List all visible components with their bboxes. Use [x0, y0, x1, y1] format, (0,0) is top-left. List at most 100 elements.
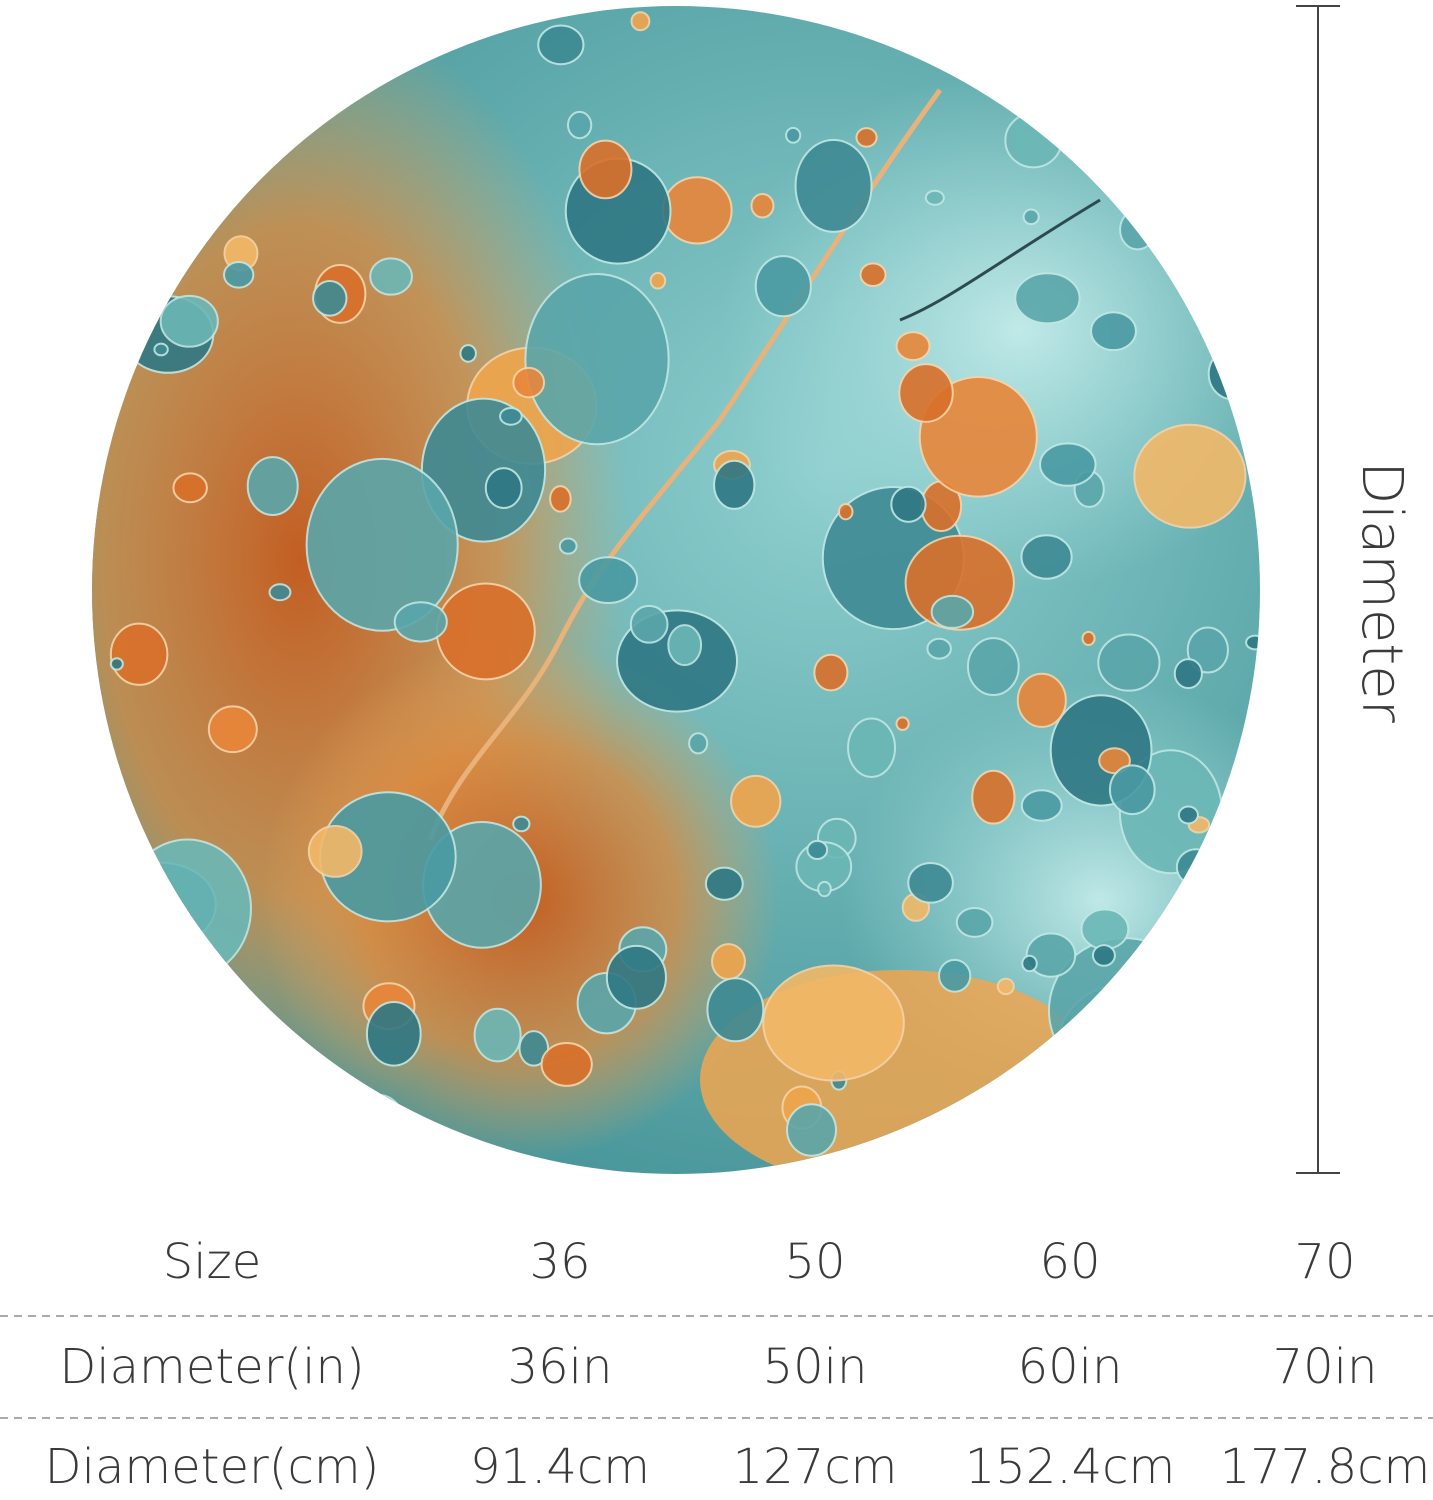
- art-cell: [512, 366, 546, 399]
- size-table: Size 36 50 60 70 Diameter(in) 36in 50in 60in 70in…: [45, 1234, 1431, 1495]
- art-vein: [899, 198, 1101, 322]
- art-vein: [427, 88, 943, 841]
- art-cell: [518, 1030, 550, 1067]
- table-cell: 36in: [508, 1339, 613, 1395]
- art-cell: [365, 1000, 422, 1067]
- art-cell: [1039, 442, 1097, 487]
- art-cell: [837, 503, 854, 521]
- art-cell: [211, 1064, 245, 1090]
- art-cell: [713, 459, 756, 510]
- art-cell: [435, 582, 536, 681]
- table-cell: 50in: [763, 1339, 868, 1395]
- art-cell: [1235, 93, 1260, 120]
- art-cell: [159, 294, 219, 348]
- art-cell: [153, 342, 169, 357]
- marble-artwork: [92, 6, 1260, 1174]
- art-cell: [630, 11, 651, 32]
- art-cell: [1097, 633, 1161, 692]
- art-cell: [223, 261, 255, 289]
- art-cell: [750, 192, 775, 219]
- art-cell: [92, 955, 130, 1007]
- art-cell: [524, 272, 670, 446]
- art-cell: [172, 472, 208, 504]
- art-cell: [605, 944, 667, 1010]
- art-cell: [1121, 43, 1187, 123]
- art-cell: [730, 774, 782, 828]
- art-cell: [287, 1107, 344, 1162]
- art-cell: [855, 127, 878, 148]
- art-cell: [1244, 51, 1260, 75]
- art-cell: [311, 37, 349, 71]
- art-cell: [891, 1124, 947, 1172]
- art-cell: [813, 653, 849, 692]
- table-cell: 177.8cm: [1220, 1439, 1431, 1495]
- table-cell: 127cm: [733, 1439, 898, 1495]
- art-cell: [393, 601, 448, 643]
- art-cell: [99, 294, 125, 317]
- art-cell: [806, 839, 829, 861]
- art-cell: [284, 96, 312, 124]
- art-cell: [499, 406, 523, 426]
- art-cell: [537, 24, 585, 66]
- art-cell: [1186, 626, 1229, 674]
- art-cell: [347, 1093, 407, 1157]
- table-cell: 70: [1294, 1234, 1355, 1290]
- row-header: Diameter(in): [59, 1339, 364, 1395]
- art-cell: [955, 906, 994, 938]
- art-cell: [459, 344, 477, 363]
- art-cell: [234, 1039, 320, 1130]
- art-cell: [898, 363, 954, 423]
- art-cell: [1021, 954, 1038, 973]
- art-cell: [786, 1103, 838, 1157]
- art-cell: [1207, 347, 1258, 401]
- art-cell: [1175, 848, 1217, 887]
- art-cell: [1014, 272, 1081, 325]
- art-cell: [305, 22, 348, 72]
- art-cell: [540, 1041, 593, 1087]
- art-cell: [566, 110, 593, 140]
- art-cell: [305, 457, 459, 632]
- art-cell: [1020, 534, 1073, 580]
- art-cell: [688, 732, 709, 755]
- art-cell: [512, 815, 531, 833]
- art-cell: [1245, 634, 1260, 651]
- art-cell: [1108, 764, 1156, 816]
- art-cell: [312, 280, 348, 317]
- art-cell: [926, 637, 952, 660]
- art-cell: [1177, 76, 1204, 100]
- art-cell: [246, 456, 299, 516]
- art-cell: [1004, 112, 1063, 169]
- art-cell: [785, 126, 802, 144]
- art-cell: [996, 977, 1015, 996]
- art-cell: [895, 716, 910, 731]
- art-cell: [207, 705, 258, 754]
- art-cell: [549, 485, 572, 513]
- table-cell: 60in: [1018, 1339, 1123, 1395]
- art-cell: [859, 262, 887, 288]
- art-cell: [240, 136, 274, 173]
- art-cell: [473, 1007, 522, 1063]
- table-cell: 152.4cm: [965, 1439, 1176, 1495]
- art-cell: [1020, 789, 1063, 822]
- table-cell: 50: [784, 1234, 845, 1290]
- art-cell: [794, 138, 873, 233]
- art-cell: [578, 556, 639, 604]
- art-cell: [307, 824, 363, 878]
- art-cell: [1025, 932, 1077, 978]
- art-cell: [971, 769, 1016, 825]
- table-cell: 36: [529, 1234, 590, 1290]
- art-cell: [629, 604, 669, 644]
- art-cell: [369, 257, 413, 296]
- art-cell: [762, 964, 905, 1082]
- table-cell: 60: [1039, 1234, 1100, 1290]
- art-cell: [930, 594, 975, 629]
- art-cell: [1194, 92, 1218, 115]
- art-cell: [1133, 423, 1247, 529]
- art-cell: [938, 958, 972, 993]
- art-cell: [1119, 208, 1157, 251]
- art-cell: [847, 717, 897, 778]
- art-cell: [92, 246, 131, 300]
- art-cell: [1081, 630, 1096, 646]
